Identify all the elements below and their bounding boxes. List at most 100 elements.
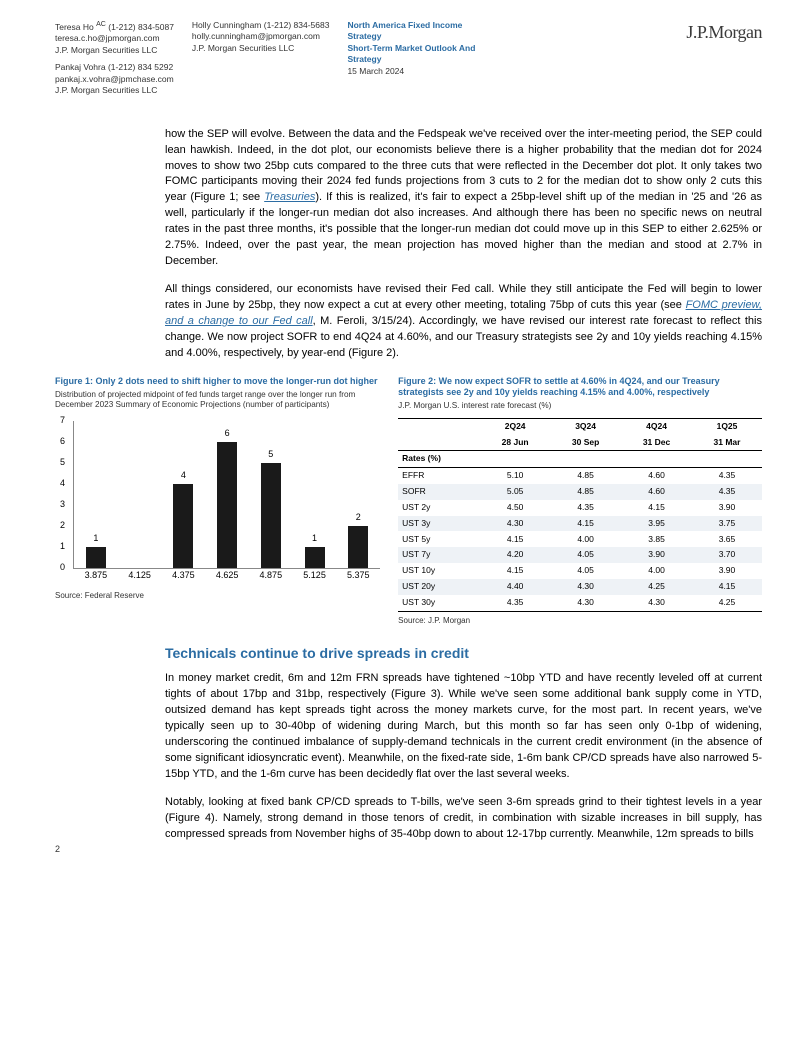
row-label: UST 20y: [398, 579, 480, 595]
contact-email: pankaj.x.vohra@jpmchase.com: [55, 74, 174, 85]
contact-person: Holly Cunningham (1-212) 834-5683 holly.…: [192, 20, 330, 54]
figure-source: Source: Federal Reserve: [55, 591, 384, 602]
table-row: UST 2y4.504.354.153.90: [398, 500, 762, 516]
figures-row: Figure 1: Only 2 dots need to shift high…: [55, 376, 762, 627]
contact-phone: (1-212) 834-5683: [264, 20, 330, 30]
doc-meta: North America Fixed Income Strategy Shor…: [347, 20, 487, 103]
paragraph: All things considered, our economists ha…: [165, 282, 762, 362]
table-header-cell: 2Q24: [480, 418, 550, 434]
table-cell: 4.35: [692, 484, 762, 500]
figure-2: Figure 2: We now expect SOFR to settle a…: [398, 376, 762, 627]
figure-source: Source: J.P. Morgan: [398, 616, 762, 627]
table-cell: 3.85: [621, 531, 692, 547]
y-axis-tick: 4: [60, 477, 65, 489]
table-row: UST 7y4.204.053.903.70: [398, 547, 762, 563]
doc-date: 15 March 2024: [347, 66, 487, 77]
rate-forecast-table: 2Q24 3Q24 4Q24 1Q25 28 Jun 30 Sep 31 Dec…: [398, 418, 762, 612]
table-cell: 4.85: [550, 484, 621, 500]
table-cell: 4.60: [621, 484, 692, 500]
body-text-block: In money market credit, 6m and 12m FRN s…: [165, 671, 762, 842]
bar-value-label: 5: [268, 448, 273, 460]
table-cell: 4.05: [550, 563, 621, 579]
contact-person: Pankaj Vohra (1-212) 834 5292 pankaj.x.v…: [55, 62, 174, 96]
table-cell: 4.05: [550, 547, 621, 563]
y-axis-tick: 5: [60, 456, 65, 468]
table-cell: 4.40: [480, 579, 550, 595]
y-axis-tick: 6: [60, 435, 65, 447]
figure-subtitle: Distribution of projected midpoint of fe…: [55, 390, 384, 411]
figure-title: Figure 1: Only 2 dots need to shift high…: [55, 376, 384, 387]
contact-email: holly.cunningham@jpmorgan.com: [192, 31, 330, 42]
jpmorgan-logo: J.P.Morgan: [686, 20, 762, 103]
table-cell: 4.30: [480, 516, 550, 532]
contact-person: Teresa Ho AC (1-212) 834-5087 teresa.c.h…: [55, 20, 174, 56]
paragraph: how the SEP will evolve. Between the dat…: [165, 127, 762, 270]
contact-org: J.P. Morgan Securities LLC: [55, 85, 174, 96]
paragraph: Notably, looking at fixed bank CP/CD spr…: [165, 795, 762, 843]
table-cell: 4.30: [550, 579, 621, 595]
text-run: All things considered, our economists ha…: [165, 283, 762, 311]
row-label: EFFR: [398, 468, 480, 484]
table-cell: 3.90: [621, 547, 692, 563]
table-header-cell: [398, 434, 480, 450]
x-axis-tick: 4.375: [172, 569, 195, 581]
row-label: UST 10y: [398, 563, 480, 579]
y-axis-tick: 0: [60, 561, 65, 573]
table-header-cell: 31 Dec: [621, 434, 692, 450]
table-row: EFFR5.104.854.604.35: [398, 468, 762, 484]
contact-org: J.P. Morgan Securities LLC: [55, 45, 174, 56]
table-cell: 4.15: [480, 531, 550, 547]
table-header-cell: [398, 418, 480, 434]
table-cell: 4.60: [621, 468, 692, 484]
x-axis-tick: 5.375: [347, 569, 370, 581]
table-cell: 3.90: [692, 563, 762, 579]
chart-bar: [261, 463, 281, 568]
table-cell: 4.20: [480, 547, 550, 563]
table-row: UST 5y4.154.003.853.65: [398, 531, 762, 547]
y-axis-tick: 3: [60, 498, 65, 510]
table-cell: 4.15: [621, 500, 692, 516]
section-heading: Technicals continue to drive spreads in …: [165, 644, 762, 663]
figure-subtitle: J.P. Morgan U.S. interest rate forecast …: [398, 401, 762, 411]
figure-1: Figure 1: Only 2 dots need to shift high…: [55, 376, 384, 627]
page-number: 2: [55, 843, 60, 855]
table-cell: 4.35: [692, 468, 762, 484]
table-row: UST 30y4.354.304.304.25: [398, 595, 762, 611]
row-label: UST 5y: [398, 531, 480, 547]
table-cell: 4.15: [480, 563, 550, 579]
table-row: UST 20y4.404.304.254.15: [398, 579, 762, 595]
table-cell: 5.10: [480, 468, 550, 484]
figure-title: Figure 2: We now expect SOFR to settle a…: [398, 376, 762, 399]
y-axis-tick: 2: [60, 519, 65, 531]
x-axis-tick: 4.625: [216, 569, 239, 581]
table-header-cell: 30 Sep: [550, 434, 621, 450]
contact-email: teresa.c.ho@jpmorgan.com: [55, 33, 174, 44]
chart-bar: [348, 526, 368, 568]
table-cell: 4.00: [621, 563, 692, 579]
bar-value-label: 2: [356, 511, 361, 523]
table-cell: 4.50: [480, 500, 550, 516]
table-header-cell: 31 Mar: [692, 434, 762, 450]
contact-sup: AC: [96, 21, 106, 28]
row-label: UST 3y: [398, 516, 480, 532]
doc-category: North America Fixed Income Strategy: [347, 20, 487, 43]
table-header-cell: 28 Jun: [480, 434, 550, 450]
paragraph: In money market credit, 6m and 12m FRN s…: [165, 671, 762, 783]
table-row: UST 3y4.304.153.953.75: [398, 516, 762, 532]
table-cell: 4.30: [621, 595, 692, 611]
contacts-block: Teresa Ho AC (1-212) 834-5087 teresa.c.h…: [55, 20, 686, 103]
table-cell: 4.30: [550, 595, 621, 611]
x-axis-tick: 3.875: [85, 569, 108, 581]
bar-chart: 0123456713.8754.12544.37564.62554.87515.…: [55, 417, 384, 587]
chart-bar: [217, 442, 237, 568]
table-cell: 4.15: [692, 579, 762, 595]
table-cell: 3.95: [621, 516, 692, 532]
contact-org: J.P. Morgan Securities LLC: [192, 43, 330, 54]
contact-name: Holly Cunningham: [192, 20, 261, 30]
treasuries-link[interactable]: Treasuries: [264, 191, 315, 203]
table-cell: 3.90: [692, 500, 762, 516]
row-label: UST 30y: [398, 595, 480, 611]
doc-title: Short-Term Market Outlook And Strategy: [347, 43, 487, 66]
chart-bar: [305, 547, 325, 568]
row-label: UST 7y: [398, 547, 480, 563]
